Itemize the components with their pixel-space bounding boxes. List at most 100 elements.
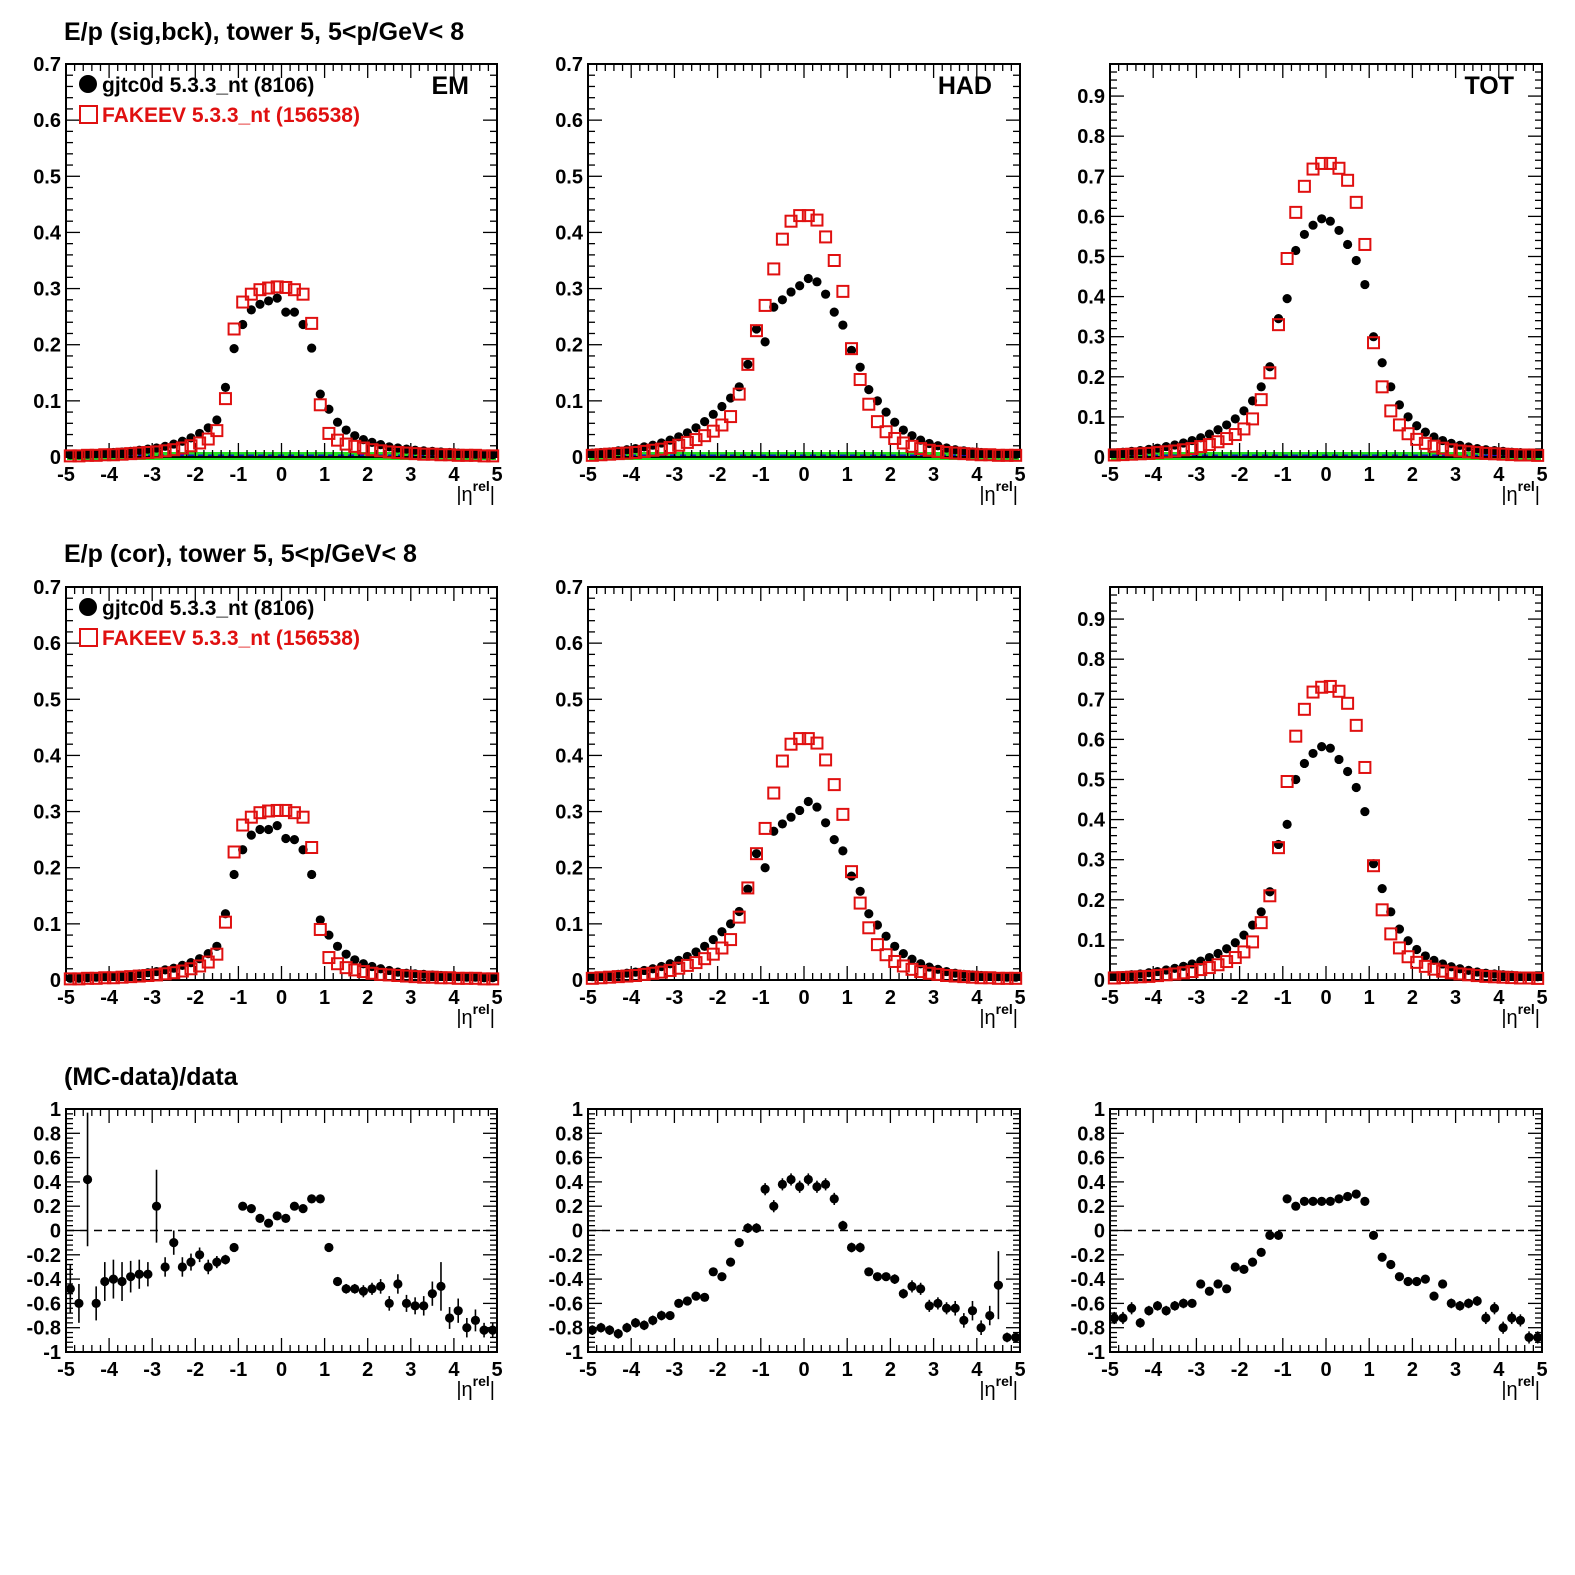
panel-ratio-tot: -5 -4 -3 -2 -1 0 1 2 3 4 5-1-0.8-0.6-0.4-0.200.20.… — [1071, 1099, 1548, 1401]
data-point — [1334, 754, 1344, 765]
mc-point — [922, 443, 936, 457]
data-point — [350, 1284, 360, 1294]
data-point — [1360, 1196, 1370, 1206]
data-point — [1204, 1286, 1214, 1296]
mc-point — [81, 448, 95, 462]
data-point — [967, 1306, 978, 1316]
mc-point — [862, 921, 876, 935]
y-tick-label: 0.4 — [555, 222, 584, 244]
mc-point — [374, 967, 388, 981]
data-point — [760, 863, 770, 873]
data-point — [708, 409, 718, 419]
x-tick-label: -2 — [186, 1359, 204, 1381]
mc-point — [905, 962, 919, 976]
mc-point — [391, 969, 405, 983]
mc-point — [672, 961, 686, 975]
x-tick-label: 1 — [842, 1359, 853, 1381]
mc-point — [1384, 404, 1398, 418]
mc-point — [451, 971, 465, 985]
y-tick-label: 0.6 — [33, 1148, 61, 1170]
data-point — [630, 1318, 641, 1328]
x-tick-label: 5 — [491, 1359, 502, 1381]
x-tick-label: -3 — [1188, 987, 1206, 1009]
x-axis-label: |ηrel| — [456, 478, 495, 506]
x-tick-label: -3 — [1188, 1359, 1206, 1381]
y-tick-label: 0.6 — [1077, 729, 1105, 751]
panel-cor-had: -5 -4 -3 -2 -1 0 1 2 3 4 5 0 0.1 0.2 0.3 0.4 0.5 0.6 0.7 |η… — [555, 577, 1025, 1029]
mc-point — [948, 969, 962, 983]
data-point — [622, 1323, 632, 1333]
mc-point — [1367, 336, 1381, 350]
data-point — [1187, 1298, 1197, 1308]
mc-point — [115, 970, 129, 984]
legend: gjtc0d 5.3.3_nt (8106) FAKEEV 5.3.3_nt (1… — [79, 597, 360, 650]
y-tick-label: 1 — [1094, 1099, 1105, 1121]
mc-point — [339, 961, 353, 975]
mc-point — [331, 433, 345, 447]
mc-point — [106, 971, 120, 985]
y-tick-label: 0.1 — [33, 914, 61, 936]
series-mc — [1107, 679, 1545, 985]
data-point — [682, 1296, 692, 1306]
x-tick-label: -1 — [1274, 987, 1292, 1009]
data-point — [289, 1201, 300, 1211]
data-point — [1011, 1332, 1021, 1343]
mc-point — [1107, 448, 1121, 462]
data-point — [1317, 742, 1327, 752]
data-point — [1239, 1264, 1249, 1274]
x-tick-label: 4 — [971, 987, 983, 1009]
mc-point — [845, 342, 859, 356]
mc-point — [810, 213, 824, 227]
mc-point — [175, 441, 189, 455]
data-point — [307, 869, 317, 880]
axes-frame — [1109, 586, 1543, 981]
mc-point — [1505, 971, 1519, 985]
mc-point — [460, 971, 474, 985]
x-tick-label: 4 — [1493, 464, 1505, 486]
data-point — [1230, 1262, 1240, 1272]
mc-point — [244, 287, 258, 301]
x-tick-label: -4 — [1144, 1359, 1163, 1381]
y-tick-label: 0.4 — [1077, 287, 1106, 309]
x-tick-label: 5 — [491, 987, 502, 1009]
data-point — [898, 1289, 908, 1299]
legend-label-data: gjtc0d 5.3.3_nt (8106) — [102, 74, 314, 97]
axes-frame — [587, 63, 1021, 458]
mc-point — [210, 947, 224, 961]
x-tick-label: 5 — [1536, 464, 1547, 486]
x-tick-label: -1 — [1274, 1359, 1292, 1381]
y-tick-label: 0.7 — [555, 577, 583, 599]
x-tick-label: -1 — [752, 1359, 770, 1381]
mc-point — [236, 818, 250, 832]
mc-point — [106, 448, 120, 462]
mc-point — [227, 322, 241, 336]
mc-point — [1341, 696, 1355, 710]
data-point — [1351, 782, 1361, 793]
mc-point — [1168, 444, 1182, 458]
y-tick-label: 0 — [1094, 970, 1105, 992]
x-tick-label: -4 — [622, 987, 641, 1009]
mc-point — [1453, 444, 1467, 458]
data-point — [100, 1276, 110, 1287]
data-point — [74, 1298, 84, 1308]
mc-point — [1297, 702, 1311, 716]
mc-point — [1116, 971, 1130, 985]
mc-point — [1367, 859, 1381, 873]
mc-point — [629, 969, 643, 983]
data-point — [1213, 425, 1223, 435]
x-tick-label: 0 — [276, 1359, 287, 1381]
series-data — [65, 293, 498, 460]
data-point — [1463, 1298, 1474, 1308]
mc-point — [974, 971, 988, 985]
mc-point — [1194, 963, 1208, 977]
x-tick-label: -2 — [709, 1359, 727, 1381]
mc-point — [1142, 446, 1156, 460]
y-tick-label: -0.2 — [27, 1245, 61, 1267]
mc-point — [888, 954, 902, 968]
legend-marker-mc — [79, 105, 98, 124]
y-tick-label: 0.5 — [33, 166, 61, 188]
mc-point — [1009, 448, 1023, 462]
x-tick-label: -5 — [57, 1359, 75, 1381]
data-point — [1343, 239, 1353, 250]
data-point — [717, 401, 727, 412]
